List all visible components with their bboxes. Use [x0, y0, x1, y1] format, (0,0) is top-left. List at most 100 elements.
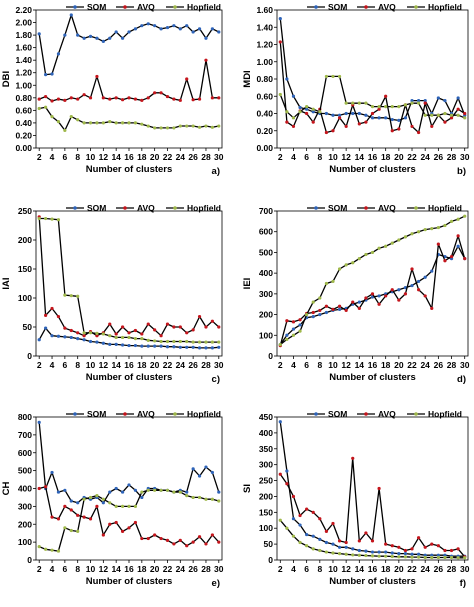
data-point [337, 545, 342, 549]
x-tick-label: 14 [111, 152, 121, 162]
data-point [101, 497, 105, 501]
data-point [377, 550, 381, 554]
data-point [204, 465, 208, 469]
data-point [88, 96, 93, 100]
x-tick-label: 2 [278, 564, 283, 574]
data-point [120, 504, 125, 508]
data-point [56, 97, 61, 101]
data-point [197, 97, 202, 101]
data-point [324, 130, 328, 135]
data-point [456, 244, 460, 248]
data-point [120, 121, 125, 125]
data-point [430, 124, 434, 129]
y-tick-label: 450 [259, 412, 273, 422]
data-point [357, 122, 361, 126]
data-point [449, 254, 454, 259]
data-point [82, 121, 86, 125]
legend-label: SOM [328, 2, 347, 12]
data-point [449, 548, 454, 553]
x-tick-label: 14 [355, 564, 365, 574]
x-tick-label: 18 [381, 564, 391, 574]
data-point [197, 314, 202, 319]
y-tick-label: 200 [259, 491, 273, 501]
x-tick-label: 22 [163, 564, 173, 574]
data-point [114, 486, 118, 491]
data-point [108, 322, 112, 326]
data-point [344, 124, 348, 129]
data-point [197, 340, 202, 344]
x-tick-label: 10 [86, 564, 96, 574]
y-tick-label: 0.60 [15, 105, 32, 115]
x-tick-label: 18 [137, 152, 147, 162]
data-point [410, 267, 414, 271]
data-point [140, 536, 144, 541]
data-point [204, 325, 208, 329]
y-tick-label: 300 [18, 501, 32, 511]
legend-label: Hopfield [428, 2, 462, 12]
series-hopfield [37, 105, 221, 133]
data-point [210, 125, 214, 129]
y-tick-label: 0.80 [15, 93, 32, 103]
y-tick-label: 200 [18, 235, 32, 245]
y-tick-label: 0.20 [15, 130, 32, 140]
data-point [185, 24, 189, 28]
data-point [165, 538, 170, 542]
y-tick-label: 700 [18, 430, 32, 440]
data-point [108, 490, 112, 494]
data-point [344, 263, 348, 267]
data-point [191, 98, 195, 102]
data-point [417, 230, 421, 234]
x-tick-label: 12 [341, 564, 351, 574]
series-line-avq [39, 486, 220, 547]
x-tick-label: 4 [50, 360, 55, 370]
y-tick-label: 600 [18, 448, 32, 458]
data-point [37, 216, 41, 221]
x-tick-label: 14 [111, 564, 121, 574]
data-point [146, 536, 150, 541]
data-point [423, 555, 427, 560]
data-point [324, 111, 328, 116]
data-point [403, 235, 408, 239]
data-point [364, 101, 368, 105]
legend-swatch-marker [173, 412, 177, 416]
legend: SOM AVQ Hopfield [307, 409, 462, 419]
chart-panel-a: 0.00 0.20 0.40 0.60 0.80 1.00 1.20 1.40 1.60 1.80… [1, 2, 224, 177]
data-point [69, 328, 73, 333]
data-point [423, 228, 427, 232]
data-point [82, 338, 86, 342]
data-point [377, 107, 381, 111]
data-point [153, 339, 157, 343]
x-tick-label: 26 [188, 360, 198, 370]
legend: SOM AVQ Hopfield [66, 409, 221, 419]
legend-label: AVQ [137, 409, 155, 419]
data-point [410, 124, 414, 129]
y-tick-label: 250 [18, 206, 32, 216]
data-point [318, 296, 322, 300]
data-point [351, 111, 355, 116]
data-point [351, 300, 355, 304]
x-tick-label: 28 [447, 360, 457, 370]
legend-label: AVQ [137, 203, 155, 213]
data-point [384, 94, 388, 98]
x-tick-label: 8 [75, 360, 80, 370]
data-point [101, 39, 105, 43]
data-point [172, 97, 176, 101]
data-point [95, 74, 99, 79]
data-point [357, 548, 361, 553]
data-point [377, 246, 381, 250]
data-point [120, 36, 125, 40]
data-point [133, 121, 138, 125]
data-point [108, 97, 112, 101]
data-point [456, 556, 460, 560]
data-point [204, 497, 208, 501]
data-point [127, 343, 131, 348]
data-point [191, 340, 195, 344]
y-tick-label: 1.40 [15, 55, 32, 65]
data-point [82, 36, 86, 40]
data-point [88, 339, 93, 344]
y-tick-label: 0.40 [15, 118, 32, 128]
data-point [423, 545, 427, 549]
data-point [397, 118, 401, 122]
data-point [285, 77, 289, 81]
